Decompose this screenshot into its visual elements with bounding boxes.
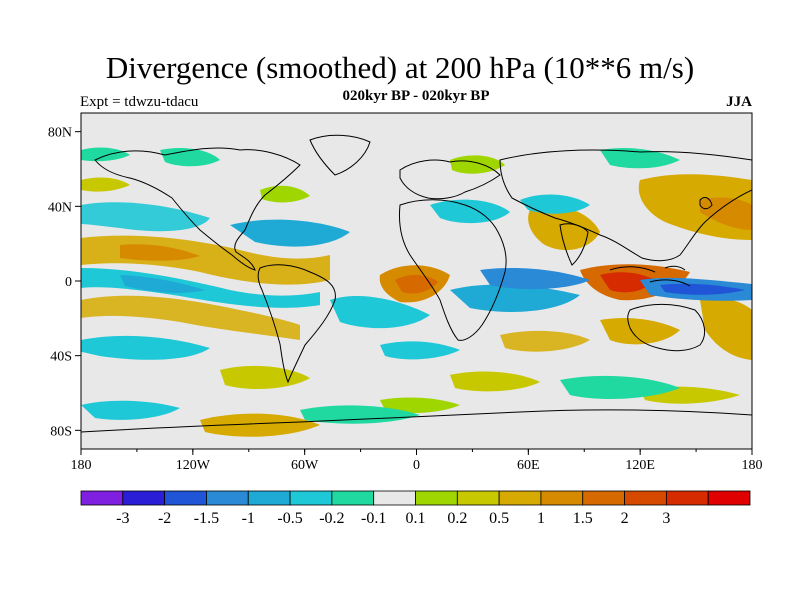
colorbar-label: 1.5: [573, 510, 593, 527]
x-tick-label: 120W: [176, 458, 211, 473]
colorbar-label: 0.2: [447, 510, 467, 527]
divergence-field: [81, 147, 752, 437]
x-tick-label: 120E: [625, 458, 655, 473]
colorbar-swatch: [289, 490, 333, 506]
x-tick-label: 0: [413, 458, 420, 473]
colorbar-label: 3: [662, 510, 670, 527]
colorbar-swatch: [498, 490, 542, 506]
x-tick-label: 60W: [291, 458, 319, 473]
colorbar-label: 2: [621, 510, 629, 527]
y-tick-label: 40N: [48, 200, 72, 215]
season-label: JJA: [726, 94, 752, 110]
colorbar-label: -2: [158, 510, 171, 527]
y-tick-label: 80S: [50, 424, 72, 439]
colorbar-swatch: [415, 490, 458, 506]
chart-subtitle: 020kyr BP - 020kyr BP: [342, 88, 490, 104]
colorbar-label: -1.5: [194, 510, 219, 527]
colorbar-swatch: [247, 490, 291, 506]
colorbar-swatch: [331, 490, 375, 506]
colorbar-swatch: [373, 490, 416, 506]
y-tick-label: 40S: [50, 350, 72, 365]
colorbar: -3 -2 -1.5 -1 -0.5 -0.2 -0.1 0.1 0.2 0.5 1 1.5 2 3: [80, 490, 751, 527]
colorbar-label: -1: [242, 510, 255, 527]
colorbar-swatch: [665, 490, 709, 506]
colorbar-swatch: [164, 490, 207, 506]
colorbar-label: -0.5: [277, 510, 302, 527]
y-axis: 80N 40N 0 40S 80S: [48, 126, 81, 439]
colorbar-swatch: [122, 490, 166, 506]
x-tick-label: 180: [71, 458, 92, 473]
experiment-label: Expt = tdwzu-tdacu: [80, 94, 199, 110]
colorbar-swatch: [456, 490, 500, 506]
colorbar-label: 1: [537, 510, 545, 527]
colorbar-label: 0.1: [406, 510, 426, 527]
colorbar-label: -0.2: [319, 510, 344, 527]
x-tick-label: 60E: [517, 458, 540, 473]
chart-title: Divergence (smoothed) at 200 hPa (10**6 …: [105, 50, 695, 85]
colorbar-label: -0.1: [361, 510, 386, 527]
colorbar-label: -3: [116, 510, 129, 527]
x-tick-label: 180: [742, 458, 763, 473]
colorbar-swatch: [582, 490, 625, 506]
colorbar-swatch: [624, 490, 667, 506]
colorbar-swatch: [707, 490, 751, 506]
colorbar-label: 0.5: [489, 510, 509, 527]
x-axis: 180 120W 60W 0 60E 120E 180: [71, 449, 763, 473]
coastlines: [81, 134, 752, 433]
y-tick-label: 0: [65, 275, 72, 290]
colorbar-swatch: [80, 490, 124, 506]
y-tick-label: 80N: [48, 126, 72, 141]
colorbar-swatch: [206, 490, 249, 506]
colorbar-swatch: [540, 490, 584, 506]
